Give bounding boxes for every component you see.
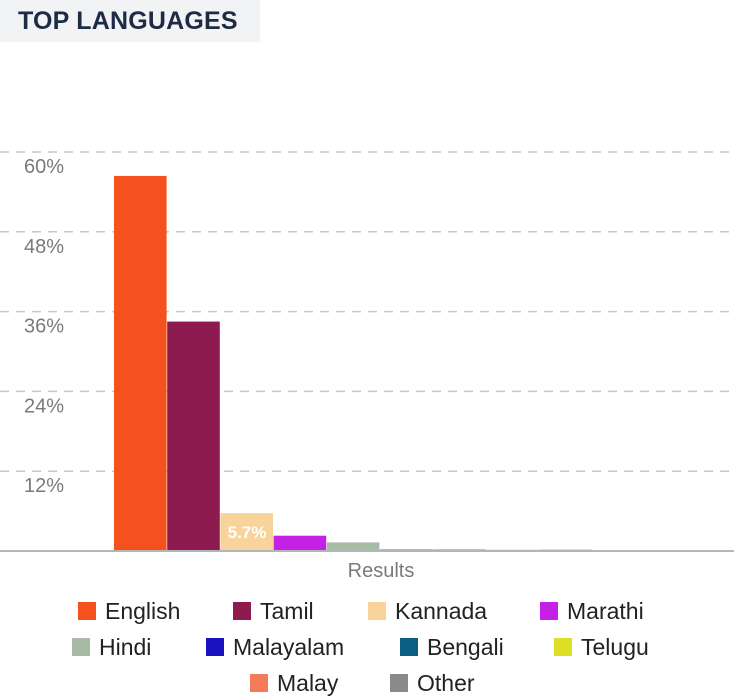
legend-label: Kannada bbox=[395, 597, 488, 624]
legend-label: Malay bbox=[277, 669, 339, 696]
chart-title-box: TOP LANGUAGES bbox=[0, 0, 260, 42]
y-tick-label: 12% bbox=[24, 475, 64, 497]
legend-label: Hindi bbox=[99, 633, 152, 660]
y-tick-label: 36% bbox=[24, 316, 64, 338]
legend-swatch bbox=[78, 602, 96, 620]
legend-swatch bbox=[540, 602, 558, 620]
legend-swatch bbox=[233, 602, 251, 620]
bar-kannada[interactable] bbox=[220, 513, 273, 551]
legend-item-malayalam[interactable]: Malayalam bbox=[206, 632, 344, 662]
legend-label: English bbox=[105, 597, 181, 624]
legend-item-marathi[interactable]: Marathi bbox=[540, 596, 644, 626]
legend-item-tamil[interactable]: Tamil bbox=[233, 596, 314, 626]
bar-hindi[interactable] bbox=[326, 542, 380, 551]
bar-marathi[interactable] bbox=[273, 535, 327, 551]
legend-label: Tamil bbox=[260, 597, 314, 624]
legend-item-hindi[interactable]: Hindi bbox=[72, 632, 151, 662]
bar-chart: 12% 24% 36% 48% 60% 5.7% Results bbox=[0, 151, 734, 582]
bar-english[interactable] bbox=[114, 175, 167, 551]
bar-tamil[interactable] bbox=[167, 321, 220, 551]
legend-item-telugu[interactable]: Telugu bbox=[554, 632, 649, 662]
legend-label: Bengali bbox=[427, 633, 504, 660]
legend-item-kannada[interactable]: Kannada bbox=[368, 596, 487, 626]
y-tick-label: 60% bbox=[24, 156, 64, 178]
legend-item-english[interactable]: English bbox=[78, 596, 180, 626]
legend-swatch bbox=[72, 638, 90, 656]
legend-label: Malayalam bbox=[233, 633, 345, 660]
y-tick-label: 24% bbox=[24, 395, 64, 417]
legend-item-bengali[interactable]: Bengali bbox=[400, 632, 504, 662]
data-label: 5.7% bbox=[228, 523, 267, 542]
y-tick-label: 48% bbox=[24, 236, 64, 258]
legend-item-malay[interactable]: Malay bbox=[250, 668, 338, 698]
x-axis-label: Results bbox=[348, 560, 415, 582]
legend-swatch bbox=[206, 638, 224, 656]
legend-swatch bbox=[368, 602, 386, 620]
legend-swatch bbox=[250, 674, 268, 692]
legend-swatch bbox=[554, 638, 572, 656]
legend-item-other[interactable]: Other bbox=[390, 668, 475, 698]
legend-label: Telugu bbox=[581, 633, 649, 660]
legend-label: Marathi bbox=[567, 597, 644, 624]
legend-swatch bbox=[400, 638, 418, 656]
legend-label: Other bbox=[417, 669, 475, 696]
chart-title: TOP LANGUAGES bbox=[18, 7, 238, 35]
legend-swatch bbox=[390, 674, 408, 692]
